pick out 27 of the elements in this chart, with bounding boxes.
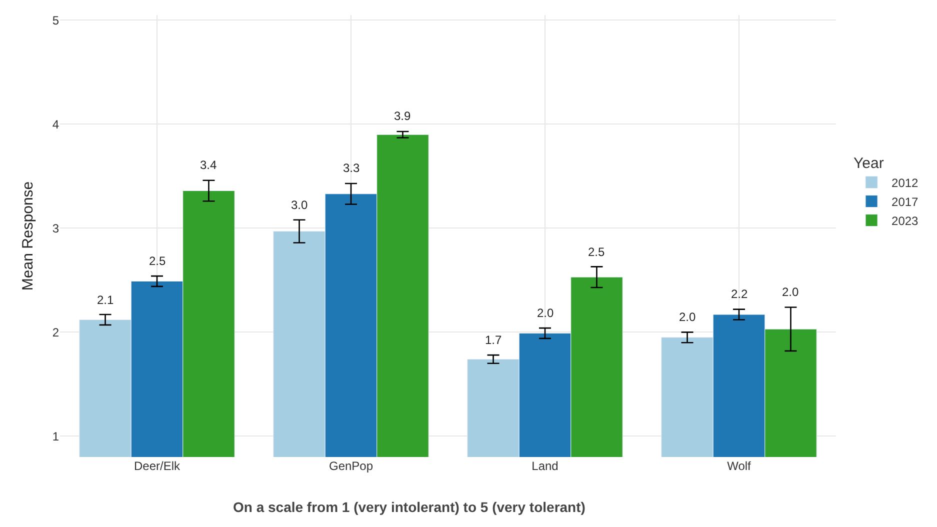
legend-label: 2017: [892, 194, 919, 209]
y-tick-label: 3: [52, 221, 60, 236]
data-label: 2.1: [97, 293, 114, 307]
x-tick-label: GenPop: [328, 459, 374, 473]
data-label: 3.0: [291, 198, 308, 212]
data-label: 2.0: [537, 306, 554, 320]
data-label: 2.5: [588, 245, 606, 259]
x-axis-title: On a scale from 1 (very intolerant) to 5 (very tolerant): [233, 499, 586, 515]
data-label: 1.7: [485, 333, 502, 347]
y-tick-label: 2: [52, 325, 60, 340]
legend-label: 2012: [892, 176, 919, 190]
data-label: 2.0: [782, 285, 800, 299]
x-tick-label: Wolf: [727, 459, 752, 473]
x-tick-label: Deer/Elk: [134, 459, 182, 473]
data-label: 2.2: [731, 287, 748, 301]
data-label: 3.3: [343, 161, 360, 175]
x-tick-label: Land: [532, 459, 558, 473]
data-label: 2.0: [679, 310, 696, 324]
legend-label: 2023: [892, 214, 919, 228]
legend-title: Year: [854, 154, 884, 172]
y-tick-label: 1: [52, 429, 60, 444]
y-axis-title: Mean Response: [20, 181, 37, 291]
data-label: 3.4: [200, 158, 218, 172]
data-label: 2.5: [149, 254, 166, 268]
data-label: 3.9: [394, 109, 412, 123]
y-tick-label: 4: [52, 117, 60, 132]
y-tick-label: 5: [52, 13, 60, 28]
